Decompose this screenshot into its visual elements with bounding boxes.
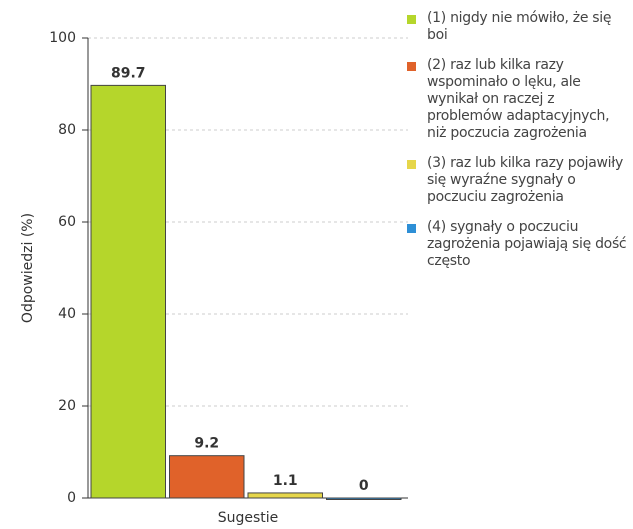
bar — [90, 84, 166, 499]
legend-item: (1) nigdy nie mówiło, że się boi — [405, 10, 630, 44]
legend-label: (1) nigdy nie mówiło, że się boi — [427, 10, 612, 43]
value-label: 89.7 — [111, 65, 146, 81]
legend-item: (2) raz lub kilka razy wspominało o lęku… — [405, 57, 630, 142]
y-tick-label: 60 — [58, 214, 76, 230]
value-label: 9.2 — [194, 436, 219, 452]
legend-swatch — [407, 224, 416, 233]
value-label: 1.1 — [273, 473, 298, 489]
y-tick-label: 100 — [49, 30, 76, 46]
legend-swatch — [407, 15, 416, 24]
legend-item: (4) sygnały o poczuciu zagrożenia pojawi… — [405, 219, 630, 270]
y-tick-label: 80 — [58, 122, 76, 138]
y-tick-label: 40 — [58, 306, 76, 322]
legend-swatch — [407, 62, 416, 71]
bar — [247, 492, 323, 499]
legend-swatch — [407, 160, 416, 169]
bar — [326, 497, 402, 500]
legend-label: (3) raz lub kilka razy pojawiły się wyra… — [427, 155, 623, 205]
bar — [169, 455, 245, 499]
legend: (1) nigdy nie mówiło, że się boi (2) raz … — [405, 10, 630, 283]
y-tick-label: 20 — [58, 398, 76, 414]
legend-item: (3) raz lub kilka razy pojawiły się wyra… — [405, 155, 630, 206]
legend-label: (2) raz lub kilka razy wspominało o lęku… — [427, 57, 610, 141]
y-axis-label: Odpowiedzi (%) — [20, 213, 36, 323]
x-tick-label: Sugestie — [218, 510, 279, 526]
value-label: 0 — [359, 478, 369, 494]
legend-label: (4) sygnały o poczuciu zagrożenia pojawi… — [427, 219, 627, 269]
y-tick-label: 0 — [67, 490, 76, 506]
